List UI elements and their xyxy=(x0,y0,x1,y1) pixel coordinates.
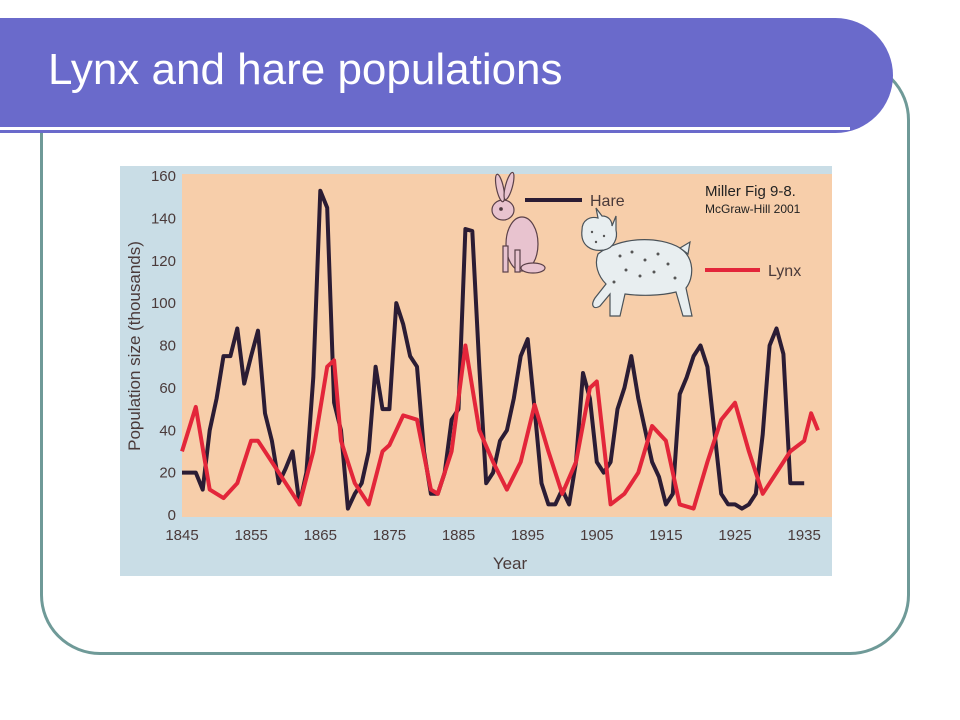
source-note-line2: McGraw-Hill 2001 xyxy=(705,202,801,216)
y-tick-label: 60 xyxy=(159,380,176,397)
legend-label-lynx: Lynx xyxy=(768,263,801,280)
x-axis-title: Year xyxy=(493,554,528,573)
y-tick-label: 120 xyxy=(151,253,176,270)
y-tick-label: 0 xyxy=(168,507,176,524)
x-tick-label: 1925 xyxy=(718,527,751,544)
source-note-line1: Miller Fig 9-8. xyxy=(705,183,796,200)
chart-figure: 0 20 40 60 80 100 120 140 160 1845 1855 1865 1875 18… xyxy=(120,166,832,576)
lynx-illustration xyxy=(581,207,693,317)
x-tick-label: 1845 xyxy=(165,527,198,544)
series-lines xyxy=(180,188,820,511)
x-tick-label: 1885 xyxy=(442,527,475,544)
y-axis-title: Population size (thousands) xyxy=(125,241,144,451)
x-tick-label: 1905 xyxy=(580,527,613,544)
slide-title: Lynx and hare populations xyxy=(48,45,563,94)
title-underline xyxy=(0,127,850,130)
x-tick-label: 1875 xyxy=(373,527,406,544)
series-line-lynx xyxy=(180,343,820,511)
x-tick-label: 1855 xyxy=(234,527,267,544)
y-tick-label: 20 xyxy=(159,465,176,482)
y-tick-label: 40 xyxy=(159,422,176,439)
legend: Hare Lynx xyxy=(525,193,801,280)
y-axis: 0 20 40 60 80 100 120 140 160 xyxy=(151,168,176,524)
plot-area xyxy=(182,174,832,517)
x-axis: 1845 1855 1865 1875 1885 1895 1905 1915 1925 1935 xyxy=(165,527,821,544)
series-line-hare xyxy=(182,188,805,511)
y-tick-label: 100 xyxy=(151,295,176,312)
y-tick-label: 80 xyxy=(159,338,176,355)
legend-label-hare: Hare xyxy=(590,193,625,210)
x-tick-label: 1865 xyxy=(304,527,337,544)
x-tick-label: 1895 xyxy=(511,527,544,544)
y-tick-label: 160 xyxy=(151,168,176,185)
title-bar xyxy=(0,18,893,133)
x-tick-label: 1915 xyxy=(649,527,682,544)
y-tick-label: 140 xyxy=(151,210,176,227)
x-tick-label: 1935 xyxy=(787,527,820,544)
hare-illustration xyxy=(491,171,546,274)
